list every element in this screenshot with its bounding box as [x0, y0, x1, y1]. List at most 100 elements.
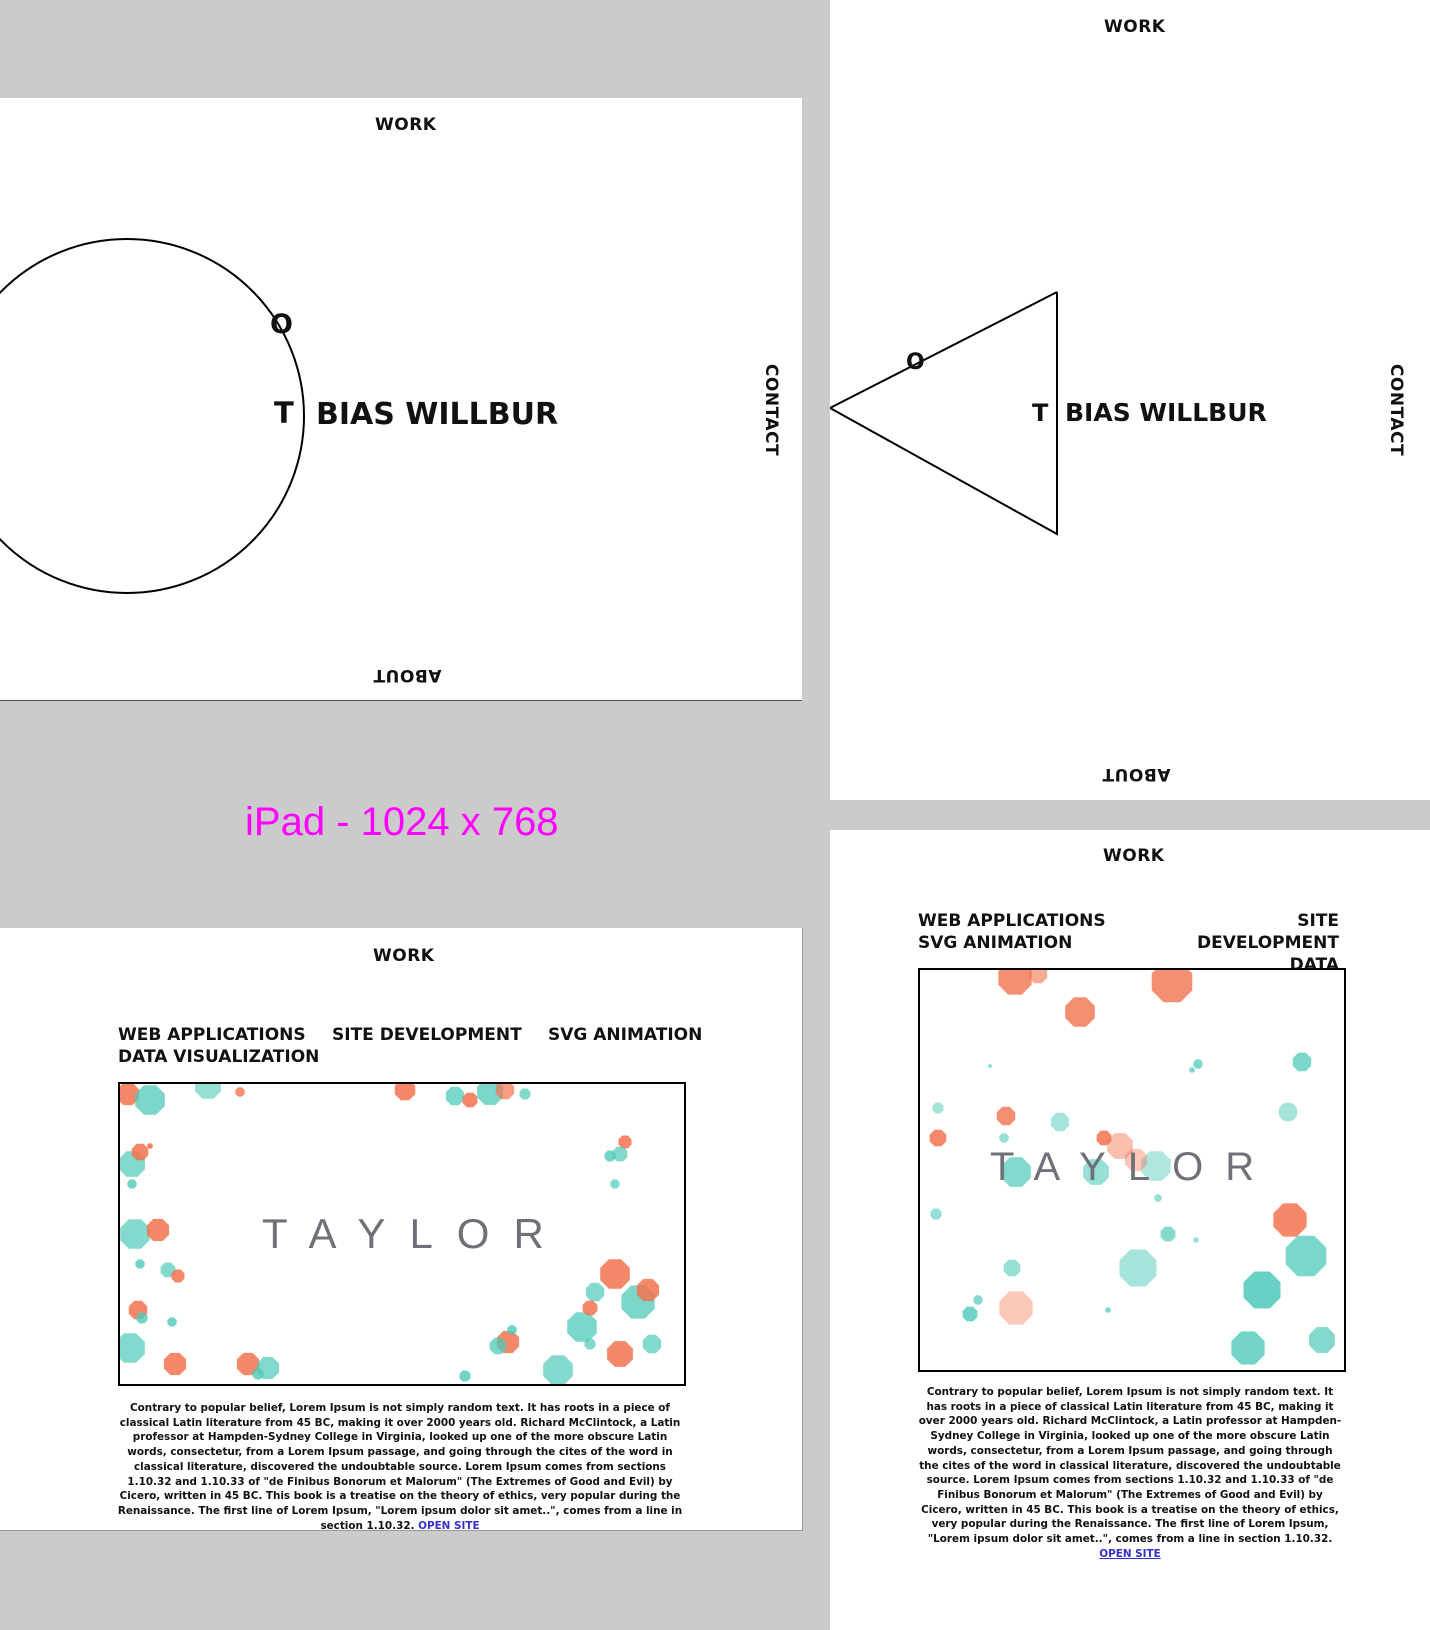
bubble [146, 1218, 170, 1242]
bubble [195, 1084, 221, 1099]
nav-work-link[interactable]: WORK [1104, 17, 1166, 37]
home-circle-panel: WORK O T BIAS WILLBUR CONTACT ABOUT [0, 98, 802, 701]
description-text: Contrary to popular belief, Lorem Ipsum … [117, 1402, 683, 1531]
description-text: Contrary to popular belief, Lorem Ipsum … [918, 1386, 1342, 1546]
bubble [607, 1341, 633, 1367]
bubble [120, 1219, 150, 1249]
preview-bubbles [120, 1084, 662, 1384]
work-portrait-panel: WORK WEB APPLICATIONS SVG ANIMATION SITE… [830, 830, 1430, 1630]
nav-about-link[interactable]: ABOUT [373, 665, 442, 685]
bubble [135, 1085, 165, 1115]
bubble [610, 1179, 620, 1189]
bubble [167, 1317, 177, 1327]
bubble [973, 1295, 983, 1305]
bubble [998, 970, 1032, 995]
service-data-visualization: DATA VISUALIZATION [118, 1047, 320, 1067]
open-site-link[interactable]: OPEN SITE [418, 1519, 480, 1531]
service-list: WEB APPLICATIONS DATA VISUALIZATION [118, 1024, 319, 1068]
bubble [120, 1084, 140, 1106]
bubble [1124, 1148, 1148, 1172]
bubble [1028, 970, 1048, 984]
triangle-logo-shape [830, 291, 1058, 536]
bubble [999, 1291, 1033, 1325]
bubble [1189, 1067, 1195, 1073]
bubble [131, 1143, 149, 1161]
site-name: BIAS WILLBUR [1065, 398, 1267, 427]
bubble [1231, 1331, 1265, 1365]
service-web-applications: WEB APPLICATIONS [918, 911, 1106, 931]
bubble [1243, 1271, 1281, 1309]
service-svg-animation: SVG ANIMATION [548, 1025, 703, 1045]
bubble [600, 1259, 630, 1289]
nav-work-link[interactable]: WORK [375, 115, 437, 135]
service-list-left: WEB APPLICATIONS SVG ANIMATION [918, 910, 1106, 954]
bubble [1292, 1052, 1312, 1072]
bubble [1119, 1249, 1157, 1287]
bubble [585, 1282, 605, 1302]
bubble [962, 1306, 978, 1322]
service-site-development: SITE DEVELOPMENT [332, 1025, 522, 1045]
bubble [235, 1087, 245, 1097]
bubble [1003, 1259, 1021, 1277]
nav-contact-link[interactable]: CONTACT [761, 363, 782, 457]
bubble [618, 1135, 632, 1149]
bubble [1141, 1151, 1171, 1181]
bubble [1273, 1203, 1307, 1237]
bubble [1065, 997, 1095, 1027]
home-triangle-panel: WORK O T BIAS WILLBUR CONTACT ABOUT [830, 0, 1430, 800]
nav-contact-link[interactable]: CONTACT [1386, 363, 1407, 457]
nav-about-link[interactable]: ABOUT [1102, 764, 1171, 784]
bubble [462, 1092, 478, 1108]
logo-letter-o: O [906, 350, 925, 375]
bubble [612, 1146, 628, 1162]
bubble [127, 1179, 137, 1189]
nav-work-link[interactable]: WORK [373, 946, 435, 966]
nav-work-link[interactable]: WORK [1103, 846, 1165, 866]
bubble [394, 1084, 416, 1101]
bubble [1309, 1327, 1335, 1353]
bubble [1151, 970, 1193, 1003]
bubble [1160, 1226, 1176, 1242]
bubble [929, 1129, 947, 1147]
bubble [1193, 1237, 1199, 1243]
site-name: BIAS WILLBUR [316, 397, 559, 432]
bubble [543, 1355, 573, 1384]
device-caption: iPad - 1024 x 768 [245, 800, 559, 844]
project-preview[interactable]: TAYLOR [118, 1082, 686, 1386]
bubble [604, 1150, 616, 1162]
work-landscape-panel: WORK WEB APPLICATIONS DATA VISUALIZATION… [0, 928, 803, 1531]
logo-letter-o: O [270, 309, 293, 340]
bubble [495, 1084, 515, 1100]
service-site-development: SITE DEVELOPMENT [1197, 911, 1339, 953]
bubble [459, 1370, 471, 1382]
circle-logo-shape [0, 238, 305, 594]
bubble [584, 1338, 596, 1350]
bubble [445, 1086, 465, 1106]
bubble [120, 1333, 145, 1363]
project-title: TAYLOR [990, 1145, 1277, 1189]
bubble [489, 1337, 507, 1355]
bubble [171, 1269, 185, 1283]
bubble [636, 1278, 660, 1302]
service-web-applications: WEB APPLICATIONS [118, 1025, 306, 1045]
bubble [582, 1300, 598, 1316]
bubble [996, 1106, 1016, 1126]
bubble [988, 1064, 992, 1068]
bubble [1107, 1133, 1133, 1159]
bubble [163, 1352, 187, 1376]
bubble [930, 1208, 942, 1220]
bubble [1278, 1102, 1298, 1122]
bubble [135, 1259, 145, 1269]
bubble [1096, 1130, 1112, 1146]
preview-bubbles [929, 970, 1335, 1365]
bubble [136, 1312, 148, 1324]
open-site-link[interactable]: OPEN SITE [1099, 1547, 1161, 1560]
bubble [1193, 1059, 1203, 1069]
bubble [507, 1325, 517, 1335]
project-description: Contrary to popular belief, Lorem Ipsum … [916, 1385, 1344, 1561]
project-preview[interactable]: TAYLOR [918, 968, 1346, 1372]
bubble [1154, 1194, 1162, 1202]
bubble [567, 1312, 597, 1342]
logo-letter-t: T [274, 396, 294, 430]
bubble [1050, 1112, 1070, 1132]
